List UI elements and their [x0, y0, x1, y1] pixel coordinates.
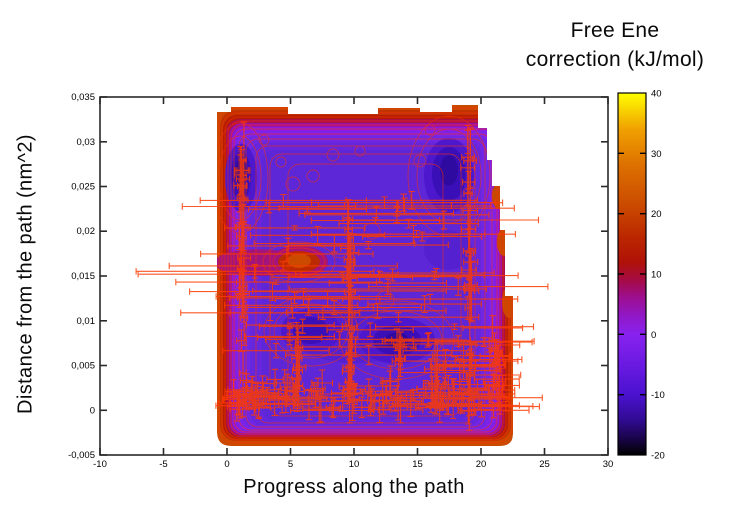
x-tick-label: 10: [349, 459, 360, 470]
colorbar-tick-label: 30: [651, 149, 662, 160]
colorbar: 40 30 20 10 0 -10 -20: [617, 89, 665, 462]
x-tick-label: 15: [412, 459, 423, 470]
error-bars: [135, 121, 549, 431]
colorbar-tick-label: 10: [651, 270, 662, 281]
x-tick-label: 0: [224, 459, 229, 470]
y-tick-label: 0,03: [77, 137, 96, 148]
x-tick-label: 25: [539, 459, 550, 470]
y-tick-label: 0,005: [71, 361, 95, 372]
plot-frame: [99, 96, 609, 456]
x-tick-label: 20: [476, 459, 487, 470]
colorbar-title-line1: Free Ene: [570, 19, 660, 42]
y-axis-title: Distance from the path (nm^2): [14, 134, 37, 414]
y-tick-label: 0,015: [71, 271, 95, 282]
colorbar-tick-label: -10: [651, 390, 665, 401]
x-tick-label: -10: [93, 459, 107, 470]
colorbar-tick-label: 20: [651, 209, 662, 220]
x-axis-title: Progress along the path: [243, 476, 465, 498]
y-tick-label: 0: [90, 405, 95, 416]
colorbar-title-line2: correction (kJ/mol): [525, 48, 705, 71]
colorbar-tick-label: 40: [651, 89, 662, 100]
x-tick-label: -5: [159, 459, 167, 470]
colorbar-tick-label: -20: [651, 451, 665, 462]
y-tick-label: 0,01: [77, 316, 96, 327]
y-tick-label: -0,005: [68, 450, 95, 461]
x-tick-label: 30: [603, 459, 614, 470]
colorbar-title: Free Ene correction (kJ/mol): [498, 16, 732, 74]
tick-labels: -10 -5 0 5 10 15 20 25 30 0,035 0,03 0,025 0,02 0,015…: [68, 92, 613, 470]
y-tick-label: 0,02: [77, 226, 96, 237]
y-tick-label: 0,025: [71, 182, 95, 193]
colorbar-tick-label: 0: [651, 330, 656, 341]
x-tick-label: 5: [288, 459, 293, 470]
y-tick-label: 0,035: [71, 92, 95, 103]
